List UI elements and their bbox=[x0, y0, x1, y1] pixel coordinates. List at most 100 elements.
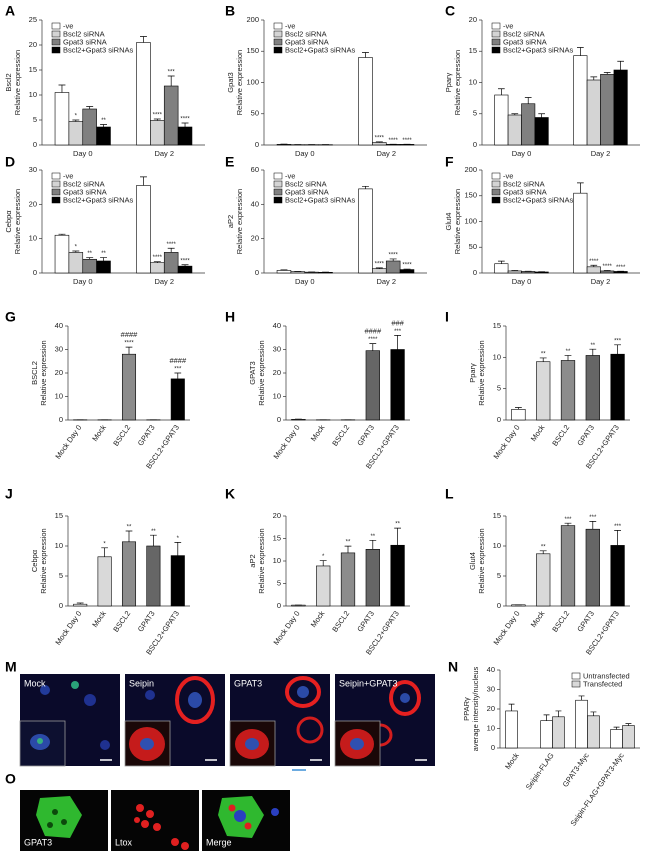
legend-label: Gpat3 siRNA bbox=[503, 37, 547, 46]
y-axis-label: Relative expression bbox=[39, 528, 48, 593]
image-label: Seipin+GPAT3 bbox=[339, 678, 397, 688]
bar bbox=[340, 552, 356, 607]
bar bbox=[586, 79, 601, 146]
x-tick-label: Day 0 bbox=[73, 277, 93, 286]
y-tick-label: 10 bbox=[29, 90, 37, 99]
error-bar bbox=[72, 119, 80, 122]
image-label: Seipin bbox=[129, 678, 154, 688]
significance: **** bbox=[603, 264, 613, 270]
x-tick-label: Day 2 bbox=[591, 149, 611, 158]
error-bar bbox=[614, 530, 622, 546]
y-tick-label: 15 bbox=[493, 321, 501, 330]
error-bar bbox=[589, 348, 597, 356]
error-bar bbox=[539, 357, 547, 362]
bar bbox=[54, 92, 70, 146]
error-bar bbox=[524, 97, 532, 104]
error-bar bbox=[86, 257, 94, 260]
y-tick-label: 30 bbox=[55, 344, 63, 353]
y-tick-label: 0 bbox=[473, 140, 477, 149]
micrograph-seipin: Seipin bbox=[124, 674, 225, 767]
bar bbox=[573, 192, 588, 274]
y-axis-label: Relative expression bbox=[39, 340, 48, 405]
error-bar bbox=[86, 106, 94, 109]
legend-swatch bbox=[273, 38, 283, 46]
bar bbox=[365, 350, 380, 421]
legend-label: -ve bbox=[503, 171, 513, 180]
significance: **** bbox=[389, 138, 399, 144]
significance-hash: #### bbox=[169, 356, 187, 365]
x-tick-label: GPAT3 bbox=[575, 609, 596, 633]
legend-label: Bscl2 siRNA bbox=[503, 179, 545, 188]
bar bbox=[573, 55, 588, 146]
error-bar bbox=[555, 710, 562, 717]
bar bbox=[146, 545, 161, 607]
bar bbox=[290, 271, 306, 274]
error-bar bbox=[167, 247, 175, 253]
significance: **** bbox=[589, 259, 599, 265]
bar bbox=[585, 355, 600, 421]
y-tick-label: 50 bbox=[469, 242, 477, 251]
y-tick-label: 0 bbox=[277, 415, 281, 424]
legend-swatch bbox=[51, 196, 61, 204]
x-tick-label: Mock bbox=[529, 423, 547, 443]
significance: **** bbox=[402, 138, 412, 144]
y-axis-label: Relative expression bbox=[477, 528, 486, 593]
bar bbox=[177, 126, 193, 146]
bar bbox=[68, 252, 84, 274]
significance: ** bbox=[566, 349, 571, 355]
y-axis-label: BSCL2 bbox=[30, 361, 39, 385]
y-axis-label: Pparγ bbox=[444, 72, 453, 92]
x-tick-label: Mock bbox=[90, 423, 108, 443]
bar bbox=[365, 548, 380, 607]
error-bar bbox=[125, 346, 133, 355]
error-bar bbox=[174, 372, 182, 379]
error-bar bbox=[101, 547, 108, 557]
y-axis-label: Cebpα bbox=[30, 549, 39, 572]
error-bar bbox=[125, 530, 133, 542]
image-label: Ltox bbox=[115, 837, 133, 847]
bar bbox=[150, 120, 165, 146]
bar bbox=[610, 353, 625, 421]
x-tick-label: BSCL2 bbox=[111, 609, 132, 634]
y-tick-label: 60 bbox=[251, 165, 259, 174]
error-bar bbox=[100, 257, 107, 261]
error-bar bbox=[181, 264, 189, 267]
y-tick-label: 25 bbox=[29, 15, 37, 24]
y-axis-label: Pparγ bbox=[468, 363, 477, 383]
error-bar bbox=[511, 113, 519, 115]
legend-swatch bbox=[273, 172, 283, 180]
bar bbox=[68, 121, 84, 146]
x-tick-label: Day 2 bbox=[376, 149, 396, 158]
legend-swatch bbox=[51, 180, 61, 188]
bar bbox=[575, 699, 588, 749]
bar bbox=[585, 528, 600, 607]
error-bar bbox=[375, 267, 383, 269]
y-tick-label: 150 bbox=[464, 191, 477, 200]
error-bar bbox=[625, 723, 632, 726]
legend-label: -ve bbox=[503, 21, 513, 30]
bar bbox=[494, 94, 509, 146]
bar bbox=[82, 258, 97, 274]
error-bar bbox=[497, 88, 505, 95]
y-tick-label: 20 bbox=[29, 199, 37, 208]
y-axis-label: Relative expression bbox=[453, 189, 462, 254]
bar bbox=[586, 266, 601, 274]
image-label: Merge bbox=[206, 837, 232, 847]
y-tick-label: 5 bbox=[473, 109, 477, 118]
bar bbox=[73, 603, 88, 607]
bar bbox=[136, 42, 151, 146]
y-tick-label: 40 bbox=[273, 321, 281, 330]
y-tick-label: 20 bbox=[251, 234, 259, 243]
error-bar bbox=[394, 527, 402, 546]
significance: ** bbox=[87, 251, 92, 257]
panel-letter: D bbox=[5, 154, 15, 170]
y-tick-label: 10 bbox=[493, 352, 501, 361]
micrograph-gpat3-o: GPAT3 bbox=[20, 790, 108, 851]
legend-swatch bbox=[491, 196, 501, 204]
x-tick-label: Day 2 bbox=[154, 149, 174, 158]
panel-letter: G bbox=[5, 309, 16, 325]
legend-swatch bbox=[491, 30, 501, 38]
error-bar bbox=[564, 355, 572, 361]
error-bar bbox=[72, 250, 80, 253]
y-tick-label: 15 bbox=[55, 511, 63, 520]
